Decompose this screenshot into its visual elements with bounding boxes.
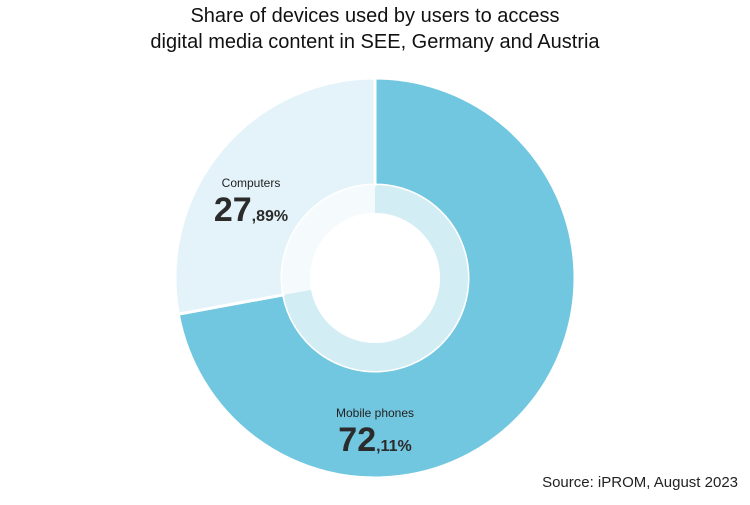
slice-label-mobile: Mobile phones 72,11% [336,406,414,459]
source-note: Source: iPROM, August 2023 [542,474,738,491]
chart-title-line-1: Share of devices used by users to access [190,5,559,27]
slices-group [173,76,577,480]
slice-value-mobile-dec: ,11% [376,438,412,455]
chart-title-line-2: digital media content in SEE, Germany an… [150,31,600,53]
slice-label-computers-name: Computers [222,176,281,190]
slice-value-computers-dec: ,89% [252,208,288,225]
slice-label-mobile-name: Mobile phones [336,406,414,420]
donut-hole [310,213,440,343]
slice-inner-computers [281,184,375,295]
slice-value-computers: 27,89% [214,191,288,229]
slice-label-computers: Computers 27,89% [214,176,288,229]
slice-inner-mobile-phones [283,184,469,371]
slice-value-computers-int: 27 [214,191,252,229]
slice-value-mobile: 72,11% [338,421,411,459]
slice-value-mobile-int: 72 [338,421,376,459]
